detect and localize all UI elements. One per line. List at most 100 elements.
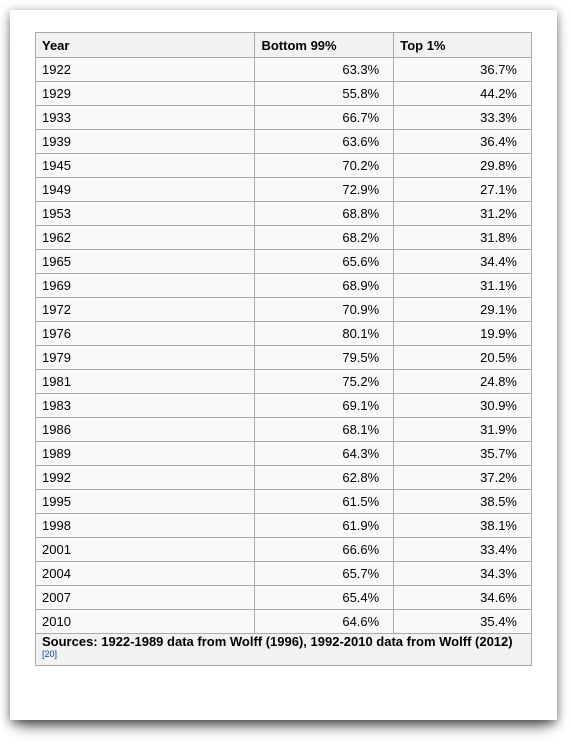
cell-top-1: 38.1%	[393, 513, 532, 538]
cell-bottom-99: 79.5%	[254, 345, 395, 370]
table-row: 1998 61.9% 38.1%	[34, 513, 532, 538]
cell-top-1: 38.5%	[393, 489, 532, 514]
cell-bottom-99: 63.6%	[254, 129, 395, 154]
cell-year: 1972	[34, 297, 256, 322]
cell-bottom-99: 64.6%	[254, 609, 395, 634]
cell-bottom-99: 63.3%	[254, 57, 395, 82]
table-row: 1969 68.9% 31.1%	[34, 273, 532, 298]
cell-bottom-99: 61.9%	[254, 513, 395, 538]
cell-year: 1965	[34, 249, 256, 274]
cell-top-1: 44.2%	[393, 81, 532, 106]
cell-top-1: 34.4%	[393, 249, 532, 274]
cell-top-1: 31.8%	[393, 225, 532, 250]
column-header-top-1: Top 1%	[393, 32, 532, 58]
cell-year: 1953	[34, 201, 256, 226]
cell-top-1: 36.7%	[393, 57, 532, 82]
table-row: 1953 68.8% 31.2%	[34, 201, 532, 226]
cell-top-1: 31.1%	[393, 273, 532, 298]
cell-year: 1962	[34, 225, 256, 250]
cell-top-1: 29.8%	[393, 153, 532, 178]
table-row: 1979 79.5% 20.5%	[34, 345, 532, 370]
cell-bottom-99: 68.2%	[254, 225, 395, 250]
cell-bottom-99: 75.2%	[254, 369, 395, 394]
table-row: 1995 61.5% 38.5%	[34, 489, 532, 514]
cell-top-1: 35.4%	[393, 609, 532, 634]
cell-bottom-99: 55.8%	[254, 81, 395, 106]
cell-bottom-99: 66.7%	[254, 105, 395, 130]
cell-bottom-99: 69.1%	[254, 393, 395, 418]
cell-year: 2010	[34, 609, 256, 634]
cell-top-1: 20.5%	[393, 345, 532, 370]
table-row: 1945 70.2% 29.8%	[34, 153, 532, 178]
cell-top-1: 37.2%	[393, 465, 532, 490]
cell-top-1: 34.6%	[393, 585, 532, 610]
cell-top-1: 35.7%	[393, 441, 532, 466]
cell-year: 1949	[34, 177, 256, 202]
table-row: 1922 63.3% 36.7%	[34, 57, 532, 82]
table-row: 1976 80.1% 19.9%	[34, 321, 532, 346]
table-row: 1933 66.7% 33.3%	[34, 105, 532, 130]
cell-year: 1995	[34, 489, 256, 514]
table-row: 2001 66.6% 33.4%	[34, 537, 532, 562]
cell-top-1: 34.3%	[393, 561, 532, 586]
table-row: 1939 63.6% 36.4%	[34, 129, 532, 154]
cell-bottom-99: 65.4%	[254, 585, 395, 610]
cell-bottom-99: 68.9%	[254, 273, 395, 298]
cell-top-1: 31.9%	[393, 417, 532, 442]
table-row: 2007 65.4% 34.6%	[34, 585, 532, 610]
cell-year: 1939	[34, 129, 256, 154]
sources-note: Sources: 1922-1989 data from Wolff (1996…	[35, 632, 532, 667]
cell-year: 1992	[34, 465, 256, 490]
cell-bottom-99: 72.9%	[254, 177, 395, 202]
table-row: 1989 64.3% 35.7%	[34, 441, 532, 466]
cell-year: 2004	[34, 561, 256, 586]
column-header-bottom-99: Bottom 99%	[254, 32, 395, 58]
cell-bottom-99: 64.3%	[254, 441, 395, 466]
wealth-share-table: Year Bottom 99% Top 1% 1922 63.3% 36.7% 192…	[34, 32, 532, 667]
cell-top-1: 36.4%	[393, 129, 532, 154]
table-row: 1992 62.8% 37.2%	[34, 465, 532, 490]
table-row: 1949 72.9% 27.1%	[34, 177, 532, 202]
cell-bottom-99: 80.1%	[254, 321, 395, 346]
cell-top-1: 29.1%	[393, 297, 532, 322]
cell-year: 1998	[34, 513, 256, 538]
cell-year: 1976	[34, 321, 256, 346]
cell-top-1: 31.2%	[393, 201, 532, 226]
cell-top-1: 27.1%	[393, 177, 532, 202]
cell-year: 1922	[34, 57, 256, 82]
table-body: 1922 63.3% 36.7% 1929 55.8% 44.2% 1933 66.7% 33.…	[34, 57, 532, 634]
cell-bottom-99: 61.5%	[254, 489, 395, 514]
cell-top-1: 33.3%	[393, 105, 532, 130]
table-header-row: Year Bottom 99% Top 1%	[34, 32, 532, 58]
table-row: 2004 65.7% 34.3%	[34, 561, 532, 586]
cell-year: 1983	[34, 393, 256, 418]
cell-bottom-99: 70.2%	[254, 153, 395, 178]
sources-row: Sources: 1922-1989 data from Wolff (1996…	[35, 632, 532, 667]
cell-bottom-99: 68.1%	[254, 417, 395, 442]
cell-top-1: 19.9%	[393, 321, 532, 346]
table-row: 1972 70.9% 29.1%	[34, 297, 532, 322]
cell-year: 1933	[34, 105, 256, 130]
citation-link[interactable]: [20]	[42, 649, 58, 659]
sources-text: Sources: 1922-1989 data from Wolff (1996…	[42, 634, 513, 649]
cell-bottom-99: 66.6%	[254, 537, 395, 562]
cell-year: 1989	[34, 441, 256, 466]
cell-year: 1969	[34, 273, 256, 298]
cell-bottom-99: 65.7%	[254, 561, 395, 586]
cell-top-1: 30.9%	[393, 393, 532, 418]
cell-year: 1945	[34, 153, 256, 178]
document-page: Year Bottom 99% Top 1% 1922 63.3% 36.7% 192…	[10, 10, 557, 720]
table-row: 1965 65.6% 34.4%	[34, 249, 532, 274]
cell-bottom-99: 68.8%	[254, 201, 395, 226]
cell-bottom-99: 70.9%	[254, 297, 395, 322]
cell-year: 1986	[34, 417, 256, 442]
cell-bottom-99: 65.6%	[254, 249, 395, 274]
table-row: 1981 75.2% 24.8%	[34, 369, 532, 394]
cell-top-1: 24.8%	[393, 369, 532, 394]
cell-year: 2001	[34, 537, 256, 562]
cell-year: 1981	[34, 369, 256, 394]
cell-year: 2007	[34, 585, 256, 610]
table-row: 1962 68.2% 31.8%	[34, 225, 532, 250]
table-row: 2010 64.6% 35.4%	[34, 609, 532, 634]
cell-top-1: 33.4%	[393, 537, 532, 562]
